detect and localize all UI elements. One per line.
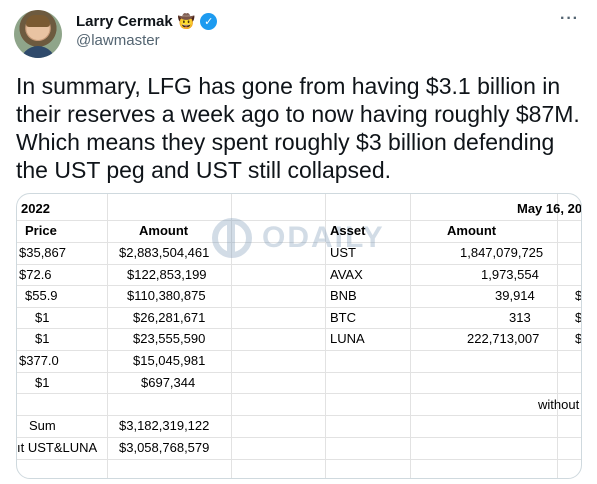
grid-line (557, 194, 558, 478)
table-row-price: $55.9 (25, 288, 58, 303)
grid-line (17, 415, 581, 416)
table-row-asset-amount: 39,914 (495, 288, 535, 303)
author-handle[interactable]: @lawmaster (76, 32, 160, 49)
table-row-asset: UST (330, 245, 356, 260)
table-row-edge-value: $ (575, 331, 582, 346)
table-row-price: $1 (35, 310, 50, 325)
table-row-price: $35,867 (19, 245, 66, 260)
table-row-asset-amount: 1,973,554 (481, 267, 539, 282)
table-row-amount: $26,281,671 (133, 310, 206, 325)
right-date-header: May 16, 20 (517, 201, 582, 216)
table-row-price: $1 (35, 331, 50, 346)
table-row-asset: BTC (330, 310, 356, 325)
table-row-amount: $2,883,504,461 (119, 245, 210, 260)
watermark-text: ODAILY (262, 221, 385, 254)
table-row-amount: $122,853,199 (127, 267, 207, 282)
watermark: ODAILY (212, 218, 385, 258)
table-row-amount: $110,380,875 (127, 288, 206, 303)
grid-line (17, 372, 581, 373)
odaily-logo-icon (212, 218, 252, 258)
avatar-shirt (20, 46, 56, 58)
author-display-name[interactable]: Larry Cermak (76, 12, 173, 30)
table-row-amount: $697,344 (141, 375, 196, 390)
grid-line (17, 393, 581, 394)
table-row-edge-value: $ (575, 310, 582, 325)
grid-line (17, 437, 581, 438)
table-row-edge-value: $ (575, 288, 582, 303)
grid-line (17, 285, 581, 286)
table-row-asset-amount: 1,847,079,725 (460, 245, 544, 260)
avatar[interactable] (14, 10, 62, 58)
author-name-row: Larry Cermak 🤠 ✓ (76, 11, 218, 31)
grid-line (17, 307, 581, 308)
grid-line (17, 264, 581, 265)
tweet-text: In summary, LFG has gone from having $3.… (16, 73, 580, 183)
table-row-asset: AVAX (330, 267, 363, 282)
left-date-header: 2022 (21, 201, 50, 216)
cowboy-emoji-icon: 🤠 (177, 13, 196, 29)
without-label: without (538, 397, 580, 412)
amount-column-header: Amount (139, 223, 189, 238)
grid-line (17, 350, 581, 351)
grid-line (410, 194, 411, 478)
excl-label: ıt UST&LUNA (17, 440, 98, 455)
table-row-price: $377.0 (19, 353, 59, 368)
table-row-asset-amount: 313 (509, 310, 531, 325)
excl-value: $3,058,768,579 (119, 440, 210, 455)
sum-label: Sum (29, 418, 56, 433)
more-options-icon[interactable]: ··· (560, 10, 579, 27)
grid-line (107, 194, 108, 478)
grid-line (325, 194, 326, 478)
table-row-asset: LUNA (330, 331, 365, 346)
table-row-price: $1 (35, 375, 50, 390)
table-row-price: $72.6 (19, 267, 52, 282)
asset-amount-column-header: Amount (447, 223, 497, 238)
grid-line (17, 220, 581, 221)
asset-column-header: Asset (330, 223, 366, 238)
table-row-asset: BNB (330, 288, 357, 303)
table-row-amount: $23,555,590 (133, 331, 206, 346)
table-row-asset-amount: 222,713,007 (467, 331, 540, 346)
table-row-amount: $15,045,981 (133, 353, 206, 368)
spreadsheet: ODAILY 2022 May 16, 20 Price Amount Asse… (17, 194, 582, 478)
grid-line (231, 194, 232, 478)
verified-badge-icon: ✓ (200, 12, 218, 30)
sum-value: $3,182,319,122 (119, 418, 210, 433)
tweet-image[interactable]: ODAILY 2022 May 16, 20 Price Amount Asse… (16, 193, 582, 479)
grid-line (17, 242, 581, 243)
grid-line (17, 328, 581, 329)
price-column-header: Price (25, 223, 57, 238)
avatar-hair (26, 15, 50, 27)
grid-line (17, 459, 581, 460)
